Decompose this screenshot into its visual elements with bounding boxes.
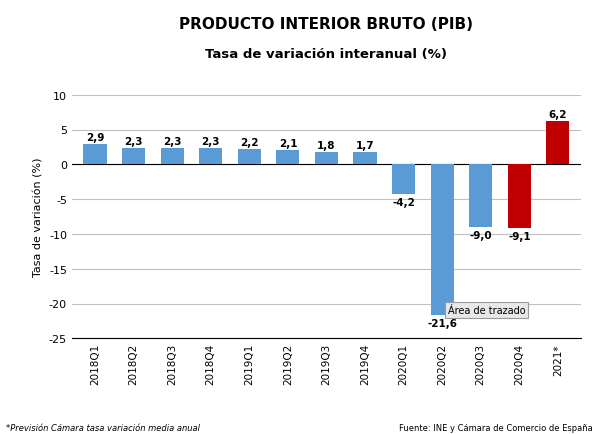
- Bar: [315, 152, 338, 165]
- Bar: [122, 149, 145, 165]
- Text: Tasa de variación interanual (%): Tasa de variación interanual (%): [205, 48, 447, 61]
- Text: -21,6: -21,6: [427, 319, 457, 329]
- Text: 1,7: 1,7: [356, 141, 374, 151]
- Text: Fuente: INE y Cámara de Comercio de España: Fuente: INE y Cámara de Comercio de Espa…: [400, 423, 593, 432]
- Bar: [199, 149, 222, 165]
- Text: 6,2: 6,2: [549, 110, 567, 120]
- Bar: [238, 150, 261, 165]
- Bar: [161, 149, 184, 165]
- Text: 1,8: 1,8: [317, 140, 335, 150]
- Text: 2,3: 2,3: [201, 137, 220, 147]
- Text: -9,0: -9,0: [470, 231, 492, 241]
- Bar: [353, 153, 377, 165]
- Text: 2,1: 2,1: [279, 138, 297, 148]
- Text: 2,3: 2,3: [163, 137, 181, 147]
- Bar: [276, 150, 300, 165]
- Text: -9,1: -9,1: [508, 232, 531, 242]
- Text: 2,2: 2,2: [240, 138, 259, 148]
- Bar: [83, 145, 107, 165]
- Bar: [431, 165, 454, 315]
- Text: Área de trazado: Área de trazado: [448, 305, 525, 315]
- Text: 2,9: 2,9: [86, 133, 104, 143]
- Bar: [546, 122, 570, 165]
- Bar: [469, 165, 492, 227]
- Bar: [508, 165, 531, 228]
- Text: -4,2: -4,2: [392, 197, 415, 207]
- Text: *Previsión Cámara tasa variación media anual: *Previsión Cámara tasa variación media a…: [6, 423, 200, 432]
- Text: 2,3: 2,3: [125, 137, 143, 147]
- Text: PRODUCTO INTERIOR BRUTO (PIB): PRODUCTO INTERIOR BRUTO (PIB): [180, 17, 473, 32]
- Y-axis label: Tasa de variación (%): Tasa de variación (%): [34, 158, 43, 276]
- Bar: [392, 165, 415, 194]
